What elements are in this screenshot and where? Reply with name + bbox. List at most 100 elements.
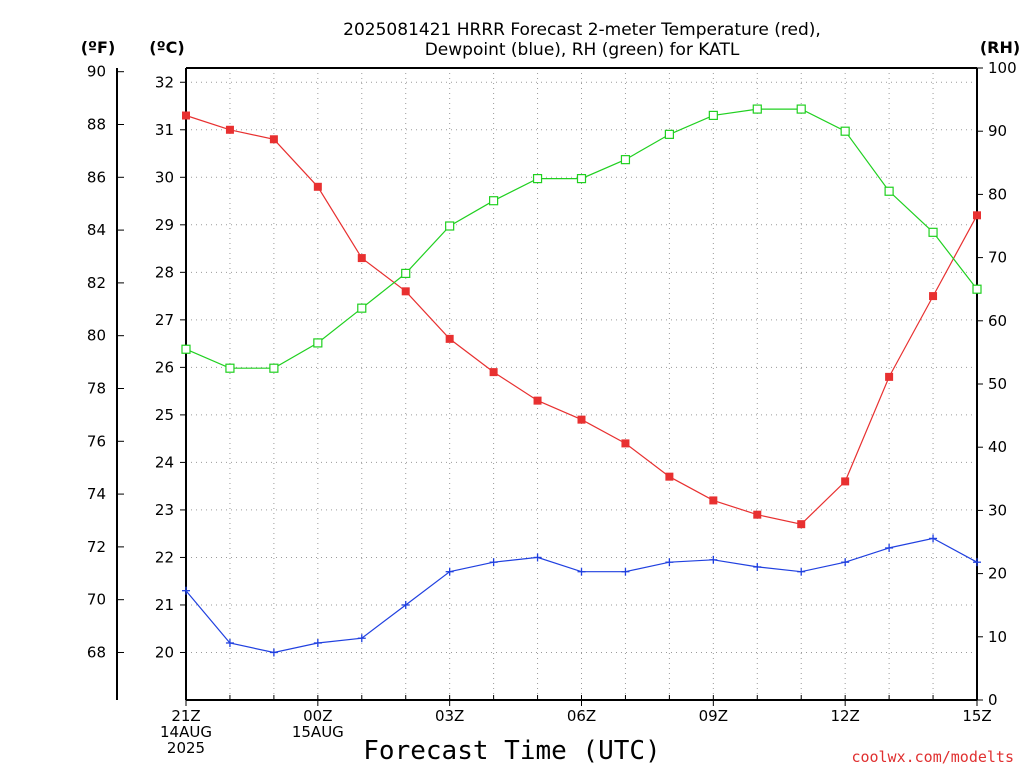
- fahrenheit-tick-label: 68: [87, 643, 106, 661]
- temperature-point: [973, 211, 981, 220]
- celsius-tick-label: 30: [155, 168, 174, 186]
- rh-point: [532, 174, 543, 184]
- celsius-tick-label: 21: [155, 596, 174, 614]
- dewpoint-point: [445, 567, 454, 576]
- rh-point: [489, 196, 499, 206]
- temperature-point: [313, 182, 322, 191]
- celsius-tick-label: 24: [155, 453, 174, 471]
- x-axis-label: Forecast Time (UTC): [363, 736, 660, 766]
- series-line: [185, 537, 978, 654]
- celsius-tick-label: 23: [155, 501, 174, 519]
- rh-point: [445, 221, 455, 231]
- rh-point: [269, 363, 279, 373]
- temperature-point: [445, 334, 454, 343]
- temperature-point: [577, 415, 586, 424]
- celsius-tick-label: 25: [155, 406, 174, 424]
- x-tick-label: 12Z: [830, 707, 859, 725]
- dewpoint-point: [885, 543, 894, 552]
- rh-tick-label: 0: [988, 691, 998, 709]
- dewpoint-point: [753, 562, 762, 571]
- rh-point: [884, 186, 894, 196]
- x-tick-label: 06Z: [567, 707, 596, 725]
- rh-tick-label: 70: [988, 249, 1007, 267]
- dewpoint-point: [665, 558, 674, 567]
- celsius-tick-label: 20: [155, 643, 174, 661]
- fahrenheit-tick-label: 70: [87, 591, 106, 609]
- rh-point: [576, 174, 587, 184]
- temperature-point: [401, 287, 410, 296]
- fahrenheit-tick-label: 74: [87, 485, 106, 503]
- dewpoint-point: [973, 558, 981, 567]
- x-tick-label: 21Z: [171, 707, 200, 725]
- fahrenheit-tick-label: 84: [87, 221, 106, 239]
- tick-labels: 20 21 22 23 24 25 26 27 28 29 30 31 32 68 70 72 74 76 78 80…: [87, 59, 1017, 757]
- rh-point: [972, 284, 982, 294]
- rh-point: [620, 155, 631, 165]
- rh-point: [840, 126, 850, 136]
- rh-point: [357, 303, 367, 313]
- x-tick-label: 09Z: [699, 707, 728, 725]
- dewpoint-point: [577, 567, 586, 576]
- fahrenheit-tick-label: 76: [87, 432, 106, 450]
- rh-point: [225, 363, 235, 373]
- temperature-point: [621, 439, 630, 448]
- rh-point: [708, 110, 718, 121]
- temperature-point: [929, 292, 938, 301]
- dewpoint-point: [709, 555, 718, 564]
- dewpoint-point: [357, 634, 366, 643]
- temperature-point: [225, 125, 234, 134]
- x-tick-label: 15AUG: [292, 723, 344, 741]
- rh-point: [752, 104, 762, 114]
- celsius-tick-label: 27: [155, 311, 174, 329]
- temperature-point: [533, 396, 542, 405]
- celsius-unit-label: (ºC): [149, 38, 184, 57]
- dewpoint-point: [225, 638, 234, 647]
- fahrenheit-tick-label: 72: [87, 538, 106, 556]
- fahrenheit-tick-label: 88: [87, 115, 106, 133]
- rh-point: [928, 227, 938, 237]
- rh-tick-label: 90: [988, 122, 1007, 140]
- rh-point: [401, 268, 411, 278]
- rh-unit-label: (RH): [980, 38, 1020, 57]
- dewpoint-point: [841, 558, 850, 567]
- axes: [116, 67, 983, 706]
- fahrenheit-tick-label: 86: [87, 168, 106, 186]
- dewpoint-point: [489, 558, 498, 567]
- temperature-point: [885, 372, 894, 381]
- dewpoint-point: [797, 567, 806, 576]
- temperature-point: [841, 477, 850, 486]
- dewpoint-point: [269, 648, 278, 657]
- temperature-point: [269, 135, 278, 144]
- dewpoint-point: [929, 534, 938, 543]
- dewpoint-point: [533, 553, 542, 562]
- dewpoint-point: [621, 567, 630, 576]
- chart-title-line1: 2025081421 HRRR Forecast 2-meter Tempera…: [343, 20, 821, 40]
- rh-tick-label: 40: [988, 438, 1007, 456]
- celsius-tick-label: 26: [155, 358, 174, 376]
- celsius-tick-label: 31: [155, 121, 174, 139]
- x-tick-label: 2025: [167, 739, 205, 757]
- rh-tick-label: 60: [988, 312, 1007, 330]
- fahrenheit-tick-label: 90: [87, 63, 106, 81]
- celsius-tick-label: 28: [155, 263, 174, 281]
- rh-tick-label: 10: [988, 628, 1007, 646]
- fahrenheit-tick-label: 82: [87, 274, 106, 292]
- rh-tick-label: 100: [988, 59, 1017, 77]
- rh-point: [181, 344, 191, 354]
- grid-lines: [186, 68, 977, 700]
- dewpoint-point: [401, 600, 410, 609]
- celsius-tick-label: 32: [155, 73, 174, 91]
- rh-tick-label: 20: [988, 565, 1007, 583]
- chart-title-line2: Dewpoint (blue), RH (green) for KATL: [425, 40, 740, 60]
- celsius-tick-label: 29: [155, 216, 174, 234]
- rh-tick-label: 50: [988, 375, 1007, 393]
- dewpoint-point: [182, 586, 190, 595]
- series-markers: [181, 104, 982, 657]
- x-tick-label: 14AUG: [160, 723, 212, 741]
- dewpoint-point: [313, 638, 322, 647]
- rh-point: [796, 104, 806, 114]
- temperature-point: [665, 472, 674, 481]
- celsius-tick-label: 22: [155, 548, 174, 566]
- x-tick-label: 15Z: [962, 707, 991, 725]
